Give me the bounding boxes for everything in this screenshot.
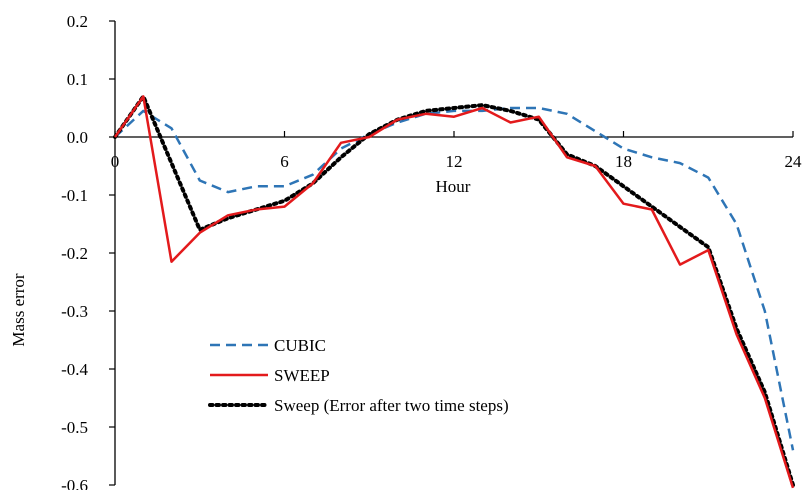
series-line-sweep-error-after-two-time-steps bbox=[113, 94, 795, 487]
legend-label: CUBIC bbox=[274, 336, 326, 355]
y-axis-title: Mass error bbox=[9, 273, 28, 347]
legend-label: SWEEP bbox=[274, 366, 330, 385]
x-axis-title: Hour bbox=[436, 177, 471, 196]
y-tick-label: -0.3 bbox=[61, 302, 88, 321]
y-tick-label: 0.2 bbox=[67, 12, 88, 31]
y-tick-label: -0.2 bbox=[61, 244, 88, 263]
axes-layer: 0.2 0.1 0.0 -0.1 -0.2 -0.3 -0.4 -0.5 -0.6 0 6 12 18 2… bbox=[61, 12, 802, 490]
y-tick-label: -0.5 bbox=[61, 418, 88, 437]
legend: CUBIC SWEEP Sweep (Error after two time st… bbox=[208, 336, 509, 415]
y-tick-label: -0.4 bbox=[61, 360, 88, 379]
y-tick-label: -0.6 bbox=[61, 476, 88, 490]
y-tick-label: 0.1 bbox=[67, 70, 88, 89]
legend-label: Sweep (Error after two time steps) bbox=[274, 396, 509, 415]
x-tick-label: 12 bbox=[446, 152, 463, 171]
x-tick-label: 18 bbox=[615, 152, 632, 171]
x-tick-label: 0 bbox=[111, 152, 120, 171]
x-tick-label: 6 bbox=[280, 152, 289, 171]
y-tick-label: -0.1 bbox=[61, 186, 88, 205]
series-line-cubic bbox=[114, 106, 795, 451]
series-layer bbox=[113, 94, 795, 489]
x-tick-label: 24 bbox=[785, 152, 803, 171]
series-line-sweep bbox=[113, 95, 795, 489]
y-tick-label: 0.0 bbox=[67, 128, 88, 147]
